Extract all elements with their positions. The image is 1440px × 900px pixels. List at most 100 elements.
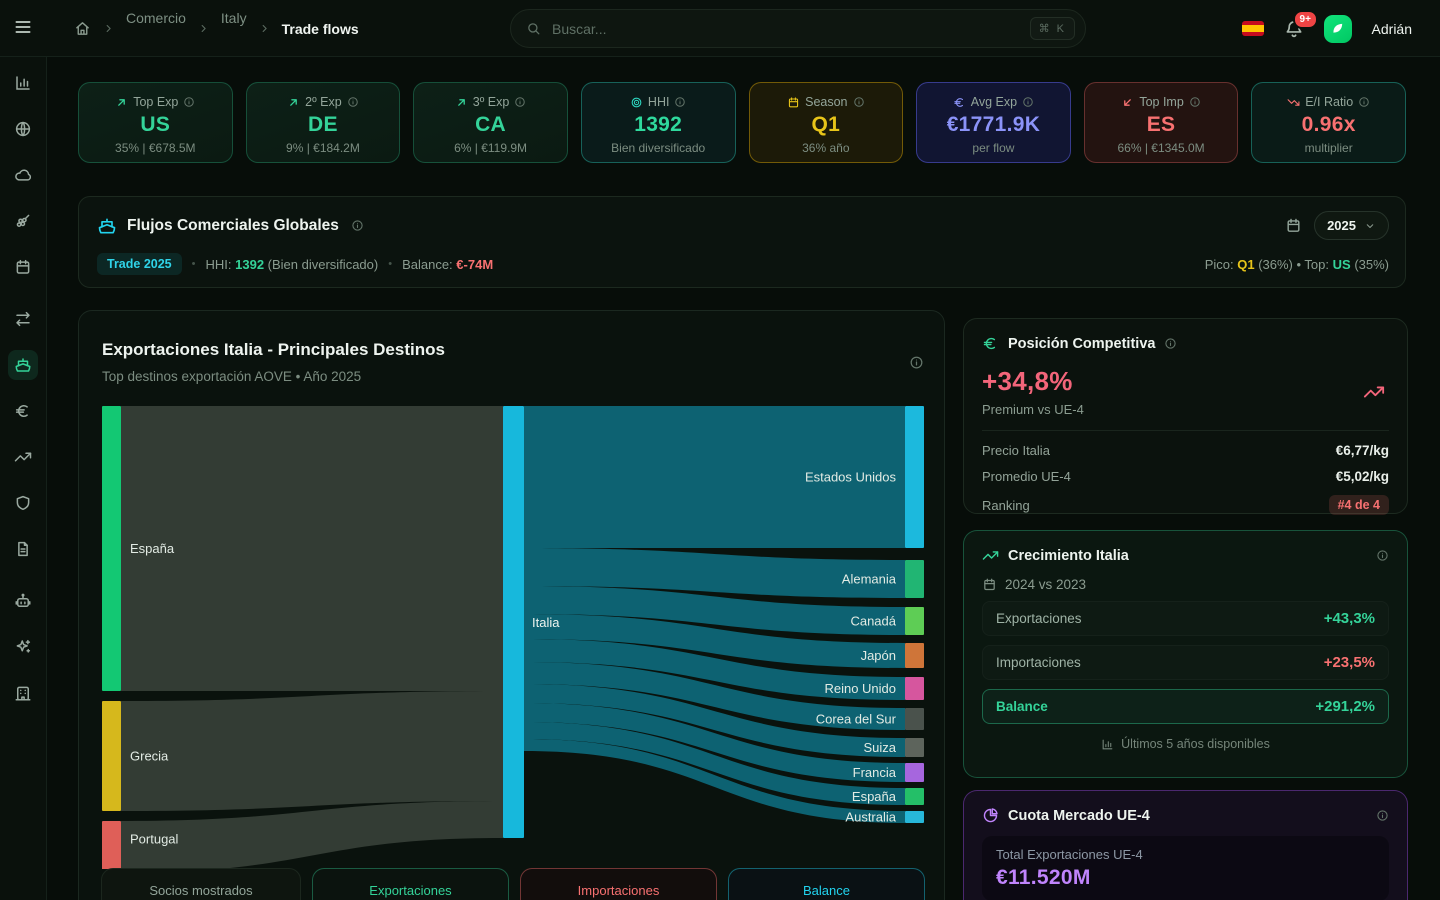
search-input[interactable] [552,20,1030,37]
calendar-icon [787,96,800,109]
svg-text:Portugal: Portugal [130,832,179,847]
sparkles-icon [14,638,32,656]
kpi-value: CA [475,113,507,136]
sidebar-item-reports[interactable] [0,526,47,572]
sidebar-item-transfers[interactable] [0,296,47,342]
tab-exportaciones[interactable]: Exportaciones [312,868,509,900]
kpi-value: ES [1146,113,1176,136]
sidebar-item-ai[interactable] [0,624,47,670]
sidebar-item-trends[interactable] [0,434,47,480]
tab-balance[interactable]: Balance [728,868,925,900]
sidebar-item-company[interactable] [0,670,47,716]
user-avatar-button[interactable] [1323,14,1352,43]
info-icon[interactable] [909,355,924,370]
ranking-row: Ranking #4 de 4 [982,495,1389,515]
chevron-right-icon [197,22,210,35]
divider [982,430,1389,431]
row-label: Precio Italia [982,443,1050,458]
svg-text:Corea del Sur: Corea del Sur [816,712,897,727]
avatar [1323,14,1352,43]
info-icon[interactable] [1022,96,1034,108]
kpi-card-row: Top Exp US 35% | €678.5M 2º Exp DE 9% | … [78,82,1406,163]
kpi-value: US [140,113,171,136]
calendar-icon [1285,217,1302,234]
total-exports-value: €11.520M [996,866,1091,889]
info-icon[interactable] [1189,96,1201,108]
sidebar-item-analytics[interactable] [0,60,47,106]
svg-text:Suiza: Suiza [863,740,896,755]
kpi-label: E/I Ratio [1305,95,1354,109]
info-icon[interactable] [183,96,195,108]
balance-growth-row: Balance +291,2% [982,689,1389,724]
breadcrumb-item-italy[interactable]: Italy [220,9,247,26]
kpi-sub: 9% | €184.2M [286,141,360,155]
notifications-button[interactable]: 9+ [1284,9,1318,39]
home-icon[interactable] [74,20,91,37]
kpi-label: Season [805,95,848,109]
chart-footer-tabs: Socios mostrados Exportaciones Importaci… [101,868,925,900]
bar-chart-icon [1101,738,1114,751]
pie-chart-icon [982,807,999,824]
kpi-label: 2º Exp [305,95,342,109]
peak-value: Q1 [1237,256,1255,272]
arrow-down-left-icon [1121,96,1134,109]
kpi-label: 3º Exp [472,95,510,109]
tab-importaciones[interactable]: Importaciones [520,868,717,900]
swap-arrows-icon [14,310,32,328]
kpi-sub: per flow [972,141,1015,155]
kpi-card-second-exp: 2º Exp DE 9% | €184.2M [245,82,401,163]
keyboard-shortcut-badge: ⌘ K [1029,17,1075,40]
year-select-value: 2025 [1327,218,1356,233]
document-icon [14,540,32,558]
total-exports-box: Total Exportaciones UE-4 €11.520M [982,836,1389,900]
market-share-card: Cuota Mercado UE-4 Total Exportaciones U… [963,790,1408,900]
premium-label: Premium vs UE-4 [982,402,1084,417]
sidebar-item-prices[interactable] [0,388,47,434]
svg-text:Italia: Italia [532,615,560,630]
growth-footnote: Últimos 5 años disponibles [982,737,1389,751]
kpi-sub: 36% año [802,141,850,155]
info-icon[interactable] [1164,337,1177,350]
info-icon[interactable] [1358,96,1370,108]
info-icon[interactable] [514,96,526,108]
sidebar-item-assistant[interactable] [0,578,47,624]
sankey-chart[interactable]: España Grecia Portugal Italia Estados Unidos… [101,403,925,873]
info-icon[interactable] [1376,549,1389,562]
svg-text:Reino Unido: Reino Unido [824,681,896,696]
info-icon[interactable] [1376,809,1389,822]
info-icon[interactable] [674,96,686,108]
info-icon[interactable] [347,96,359,108]
sidebar-item-security[interactable] [0,480,47,526]
sidebar-item-global[interactable] [0,106,47,152]
sidebar-item-harvest[interactable] [0,198,47,244]
trending-up-icon [982,547,999,564]
tab-socios-mostrados[interactable]: Socios mostrados [101,868,301,900]
search-bar[interactable]: ⌘ K [510,9,1086,48]
top-value: US [1332,256,1351,272]
kpi-sub: multiplier [1304,141,1353,155]
sidebar-item-trade-flows[interactable] [0,342,47,388]
trending-up-icon [14,448,32,466]
info-icon[interactable] [351,219,364,232]
calendar-icon [982,577,997,592]
chevron-right-icon [102,22,115,35]
language-flag-button[interactable] [1241,21,1264,36]
sidebar-item-calendar[interactable] [0,244,47,290]
vine-icon [14,212,32,230]
ranking-badge: #4 de 4 [1328,495,1389,515]
year-select[interactable]: 2025 [1314,211,1389,240]
left-sidebar [0,57,47,900]
row-label: Balance [996,699,1048,714]
info-icon[interactable] [853,96,865,108]
period-row: 2024 vs 2023 [982,577,1389,592]
sidebar-item-weather[interactable] [0,152,47,198]
balance-summary: Balance: €-74M [402,256,494,272]
kpi-card-ei-ratio: E/I Ratio 0.96x multiplier [1251,82,1406,163]
kpi-value: €1771.9K [946,113,1041,136]
total-exports-label: Total Exportaciones UE-4 [996,847,1143,862]
svg-text:Estados Unidos: Estados Unidos [805,470,897,485]
menu-icon[interactable] [13,17,33,37]
kpi-sub: 66% | €1345.0M [1117,141,1205,155]
avg-eu4-row: Promedio UE-4 €5,02/kg [982,469,1389,484]
breadcrumb-item-comercio[interactable]: Comercio [126,9,186,26]
